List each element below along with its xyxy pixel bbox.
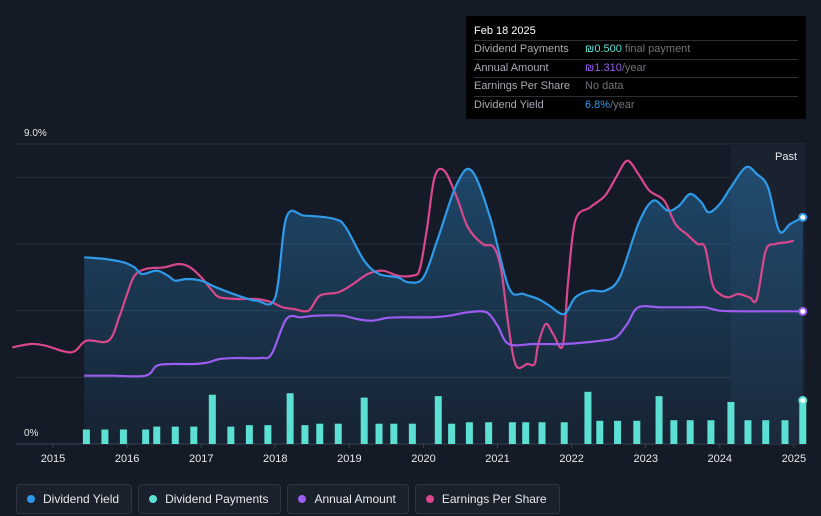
payment-bar [707,420,715,444]
payment-bar [334,423,342,444]
tooltip-value: No data [585,80,624,92]
payment-bar [434,396,442,444]
annual-amount-line [84,305,803,378]
x-tick-label: 2020 [411,453,435,465]
payment-bar [655,396,663,444]
payment-bar [448,423,456,444]
payment-bar [614,420,622,444]
payment-bar [190,426,198,444]
payment-bar [171,426,179,444]
payment-bar [142,429,150,444]
payment-bar [286,393,294,444]
legend-dividend-payments[interactable]: Dividend Payments [138,484,282,514]
annual-end-marker [798,306,808,316]
payment-bar [245,425,253,444]
tooltip-value: ₪0.500 [585,43,622,55]
tooltip-value: ₪1.310 [585,61,622,74]
tooltip-row-earnings-per-share: Earnings Per Share No data [474,77,798,96]
end-markers [798,212,808,405]
x-tick-label: 2025 [782,453,806,465]
legend-label: Dividend Yield [43,492,120,506]
x-tick-label: 2023 [633,453,657,465]
payment-bar [727,401,735,444]
legend-dot-icon [425,495,434,503]
tooltip-row-dividend-payments: Dividend Payments ₪0.500 final payment [474,40,798,59]
payment-bar [153,426,161,444]
payment-bar [360,397,368,444]
dividend-chart: 9.0% 0% Past 2015 2016 2017 2018 2019 2020 202… [12,128,808,465]
legend-dot-icon [298,495,307,503]
tooltip-date: Feb 18 2025 [474,25,536,37]
x-axis-ticks: 2015 2016 2017 2018 2019 2020 2021 2022 2023 2024… [41,444,806,465]
past-label: Past [775,151,797,163]
tooltip-row-dividend-yield: Dividend Yield 6.8%/year [474,95,798,115]
tooltip-label: Dividend Yield [474,98,544,111]
payment-bar [508,422,516,444]
payment-bar [408,423,416,444]
payment-bar [301,425,309,444]
payments-end-marker [798,396,808,405]
legend-label: Earnings Per Share [441,492,547,506]
eps-line [12,159,795,370]
legend-label: Dividend Payments [165,492,269,506]
payment-bar [485,422,493,444]
tooltip-value: 6.8% [585,98,611,111]
x-tick-label: 2017 [189,453,213,465]
payment-bar [538,422,546,444]
tooltip-suffix: final payment [621,43,691,55]
payment-bar [584,391,592,444]
x-tick-label: 2022 [559,453,583,465]
x-tick-label: 2024 [708,453,732,465]
legend: Dividend Yield Dividend Payments Annual … [16,484,560,514]
x-tick-label: 2021 [485,453,509,465]
payment-bar [799,400,807,444]
payment-bar [744,420,752,444]
payment-bar [227,426,235,444]
legend-annual-amount[interactable]: Annual Amount [287,484,409,514]
tooltip-panel: Feb 18 2025 Dividend Payments ₪0.500 fin… [466,16,806,119]
legend-dot-icon [149,495,158,503]
payment-bar [119,429,127,444]
payment-bar [686,420,694,444]
payment-bar [670,420,678,444]
tooltip-label: Annual Amount [474,61,549,74]
yield-area [84,166,803,444]
x-tick-label: 2018 [263,453,287,465]
payment-bar [208,394,216,444]
x-tick-label: 2016 [115,453,139,465]
legend-dividend-yield[interactable]: Dividend Yield [16,484,133,514]
payment-bar [781,420,789,444]
yield-end-marker [798,212,808,222]
x-tick-label: 2019 [337,453,361,465]
payment-bar [101,429,109,444]
tooltip-label: Dividend Payments [474,43,569,55]
payment-bar [390,423,398,444]
payment-bar [596,420,604,444]
payment-bar [465,422,473,444]
payment-bar [522,422,530,444]
payment-bar [316,423,324,444]
y-axis-top-label: 9.0% [24,128,47,139]
payment-bar [560,422,568,444]
payment-bar [633,420,641,444]
payment-bar [82,429,90,444]
payment-bars [82,391,807,444]
yield-area-layer [84,166,803,444]
tooltip-suffix: /year [610,98,635,111]
y-axis-bottom-label: 0% [24,428,39,439]
tooltip-suffix: /year [621,61,647,74]
payment-bar [264,425,272,444]
payment-bar [762,420,770,444]
legend-earnings-per-share[interactable]: Earnings Per Share [414,484,560,514]
dividend-yield-line [84,165,804,316]
legend-label: Annual Amount [314,492,396,506]
legend-dot-icon [27,495,35,503]
x-tick-label: 2015 [41,453,65,465]
tooltip-label: Earnings Per Share [474,80,570,92]
series-lines [12,159,804,378]
payment-bar [375,423,383,444]
tooltip-row-annual-amount: Annual Amount ₪1.310/year [474,58,798,78]
